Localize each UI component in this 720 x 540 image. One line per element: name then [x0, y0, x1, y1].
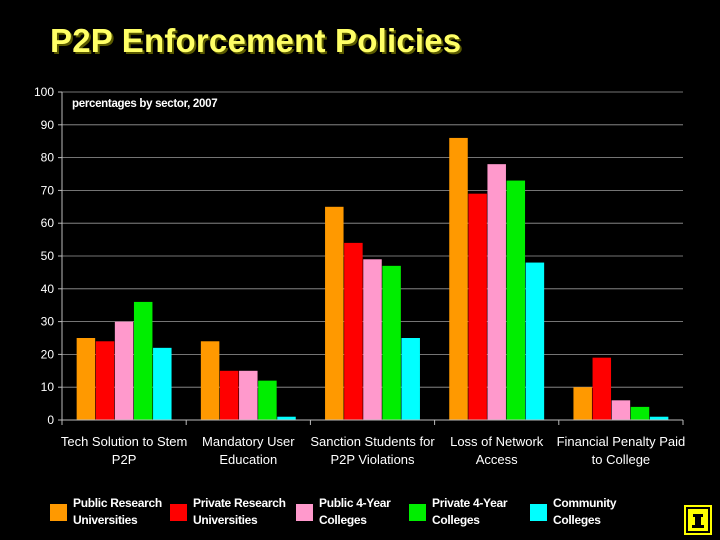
- bar: [95, 341, 115, 420]
- legend-swatch: [296, 504, 313, 521]
- legend-label-line: Colleges: [319, 513, 367, 527]
- x-category-label: Mandatory User: [202, 434, 295, 449]
- legend-label-line: Colleges: [553, 513, 601, 527]
- bar: [487, 164, 506, 420]
- bar: [277, 416, 296, 420]
- y-tick-label: 80: [41, 151, 55, 165]
- y-tick-label: 20: [41, 347, 55, 361]
- bar: [258, 380, 277, 420]
- legend-label-line: Public 4-Year: [319, 496, 391, 510]
- x-axis-labels: Tech Solution to Stem P2P Mandatory User Ed…: [61, 420, 685, 467]
- legend-label: Public 4-Year Colleges: [319, 495, 417, 529]
- x-category-label: Access: [476, 452, 518, 467]
- legend-label-line: Colleges: [432, 513, 480, 527]
- y-tick-label: 40: [41, 282, 55, 296]
- legend-label-line: Private Research: [193, 496, 286, 510]
- legend-label: Community Colleges: [553, 495, 651, 529]
- bar: [363, 259, 382, 420]
- legend-item: Public 4-Year Colleges: [296, 495, 417, 529]
- legend-label-line: Universities: [193, 513, 258, 527]
- legend-label-line: Public Research: [73, 496, 162, 510]
- bar: [344, 242, 363, 420]
- x-category-label: Tech Solution to Stem: [61, 434, 187, 449]
- y-axis-ticks: 0 10 20 30 40 50 60 70 80 90 100: [34, 85, 62, 427]
- bar: [200, 341, 220, 420]
- legend-label: Private Research Universities: [193, 495, 291, 529]
- y-tick-label: 100: [34, 85, 54, 99]
- y-tick-label: 50: [41, 249, 55, 263]
- legend-label-line: Universities: [73, 513, 138, 527]
- legend-item: Community Colleges: [530, 495, 651, 529]
- bar: [133, 301, 153, 420]
- legend-swatch: [170, 504, 187, 521]
- bar: [611, 400, 631, 420]
- legend-label: Private 4-Year Colleges: [432, 495, 530, 529]
- legend-item: Private 4-Year Colleges: [409, 495, 530, 529]
- slide-title: P2P Enforcement Policies: [50, 22, 462, 59]
- x-category-label: Sanction Students for: [310, 434, 435, 449]
- chart-subtitle: percentages by sector, 2007: [72, 98, 217, 110]
- bar: [325, 206, 344, 420]
- bar: [506, 180, 526, 420]
- bar: [114, 321, 134, 420]
- bar: [649, 416, 669, 420]
- legend-label: Public Research Universities: [73, 495, 171, 529]
- bars: [76, 137, 669, 421]
- y-tick-label: 60: [41, 216, 55, 230]
- logo-icon: [684, 505, 712, 535]
- y-tick-label: 0: [47, 413, 54, 427]
- y-tick-label: 90: [41, 118, 55, 132]
- x-category-label: P2P: [112, 452, 137, 467]
- bar: [382, 265, 401, 420]
- x-category-label: Loss of Network: [450, 434, 544, 449]
- legend-item: Public Research Universities: [50, 495, 171, 529]
- x-category-label: Education: [219, 452, 277, 467]
- bar: [239, 370, 258, 420]
- bar: [401, 338, 420, 420]
- x-category-label: Financial Penalty Paid: [557, 434, 686, 449]
- x-category-label: to College: [592, 452, 651, 467]
- legend-label-line: Private 4-Year: [432, 496, 508, 510]
- bar-chart: 0 10 20 30 40 50 60 70 80 90 100 Tech Solution to …: [34, 85, 685, 467]
- legend-label-line: Community: [553, 496, 617, 510]
- legend-swatch: [50, 504, 67, 521]
- bar: [573, 387, 592, 420]
- x-category-label: P2P Violations: [330, 452, 415, 467]
- bar: [468, 193, 487, 420]
- y-tick-label: 70: [41, 183, 55, 197]
- bar: [449, 137, 468, 421]
- y-tick-label: 10: [41, 380, 55, 394]
- bar: [525, 262, 545, 420]
- legend-item: Private Research Universities: [170, 495, 291, 529]
- legend-swatch: [530, 504, 547, 521]
- bar: [153, 347, 172, 420]
- legend-swatch: [409, 504, 426, 521]
- bar: [219, 370, 239, 420]
- bar: [76, 338, 96, 420]
- bar: [592, 357, 612, 420]
- y-tick-label: 30: [41, 315, 55, 329]
- bar: [630, 406, 650, 420]
